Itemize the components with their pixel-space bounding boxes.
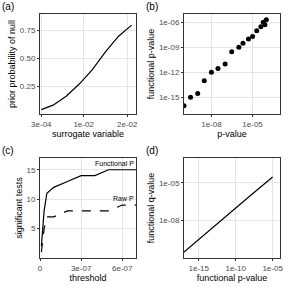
- svg-text:functional p-value: functional p-value: [197, 273, 268, 283]
- svg-text:15: 15: [26, 166, 35, 175]
- svg-text:1e-10: 1e-10: [225, 264, 246, 273]
- svg-text:0: 0: [38, 264, 43, 273]
- svg-text:threshold: threshold: [69, 273, 106, 283]
- svg-text:10: 10: [26, 195, 35, 204]
- svg-text:3e-04: 3e-04: [31, 120, 52, 129]
- svg-text:0.50: 0.50: [20, 54, 36, 63]
- svg-text:prior probability of null: prior probability of null: [7, 20, 17, 108]
- svg-text:1e-08: 1e-08: [159, 216, 180, 225]
- svg-text:1e-09: 1e-09: [159, 43, 180, 52]
- svg-text:0.75: 0.75: [20, 26, 36, 35]
- svg-text:(a): (a): [2, 1, 14, 12]
- svg-text:1e-15: 1e-15: [189, 264, 210, 273]
- svg-text:6e-07: 6e-07: [112, 264, 133, 273]
- svg-text:1e-05: 1e-05: [242, 120, 263, 129]
- svg-text:5: 5: [31, 224, 36, 233]
- svg-text:1e-12: 1e-12: [159, 68, 180, 77]
- svg-text:3e-07: 3e-07: [71, 264, 92, 273]
- svg-text:(d): (d): [146, 145, 158, 156]
- svg-text:1e-05: 1e-05: [262, 264, 283, 273]
- svg-text:1e-06: 1e-06: [159, 18, 180, 27]
- svg-text:functional p-value: functional p-value: [146, 29, 156, 100]
- svg-text:2e-02: 2e-02: [117, 120, 138, 129]
- svg-text:Raw P: Raw P: [113, 195, 134, 202]
- svg-text:Functional P: Functional P: [95, 160, 134, 167]
- svg-text:(c): (c): [2, 145, 14, 156]
- svg-text:1e-15: 1e-15: [159, 93, 180, 102]
- svg-text:1e-05: 1e-05: [159, 179, 180, 188]
- svg-text:0.25: 0.25: [20, 82, 36, 91]
- svg-text:functional q-value: functional q-value: [146, 173, 156, 244]
- svg-text:surrogate variable: surrogate variable: [52, 129, 124, 139]
- svg-text:p-value: p-value: [217, 129, 247, 139]
- svg-text:1e-08: 1e-08: [201, 120, 222, 129]
- svg-text:significant tests: significant tests: [14, 177, 24, 239]
- svg-text:(b): (b): [146, 1, 158, 12]
- svg-text:1e-02: 1e-02: [73, 120, 94, 129]
